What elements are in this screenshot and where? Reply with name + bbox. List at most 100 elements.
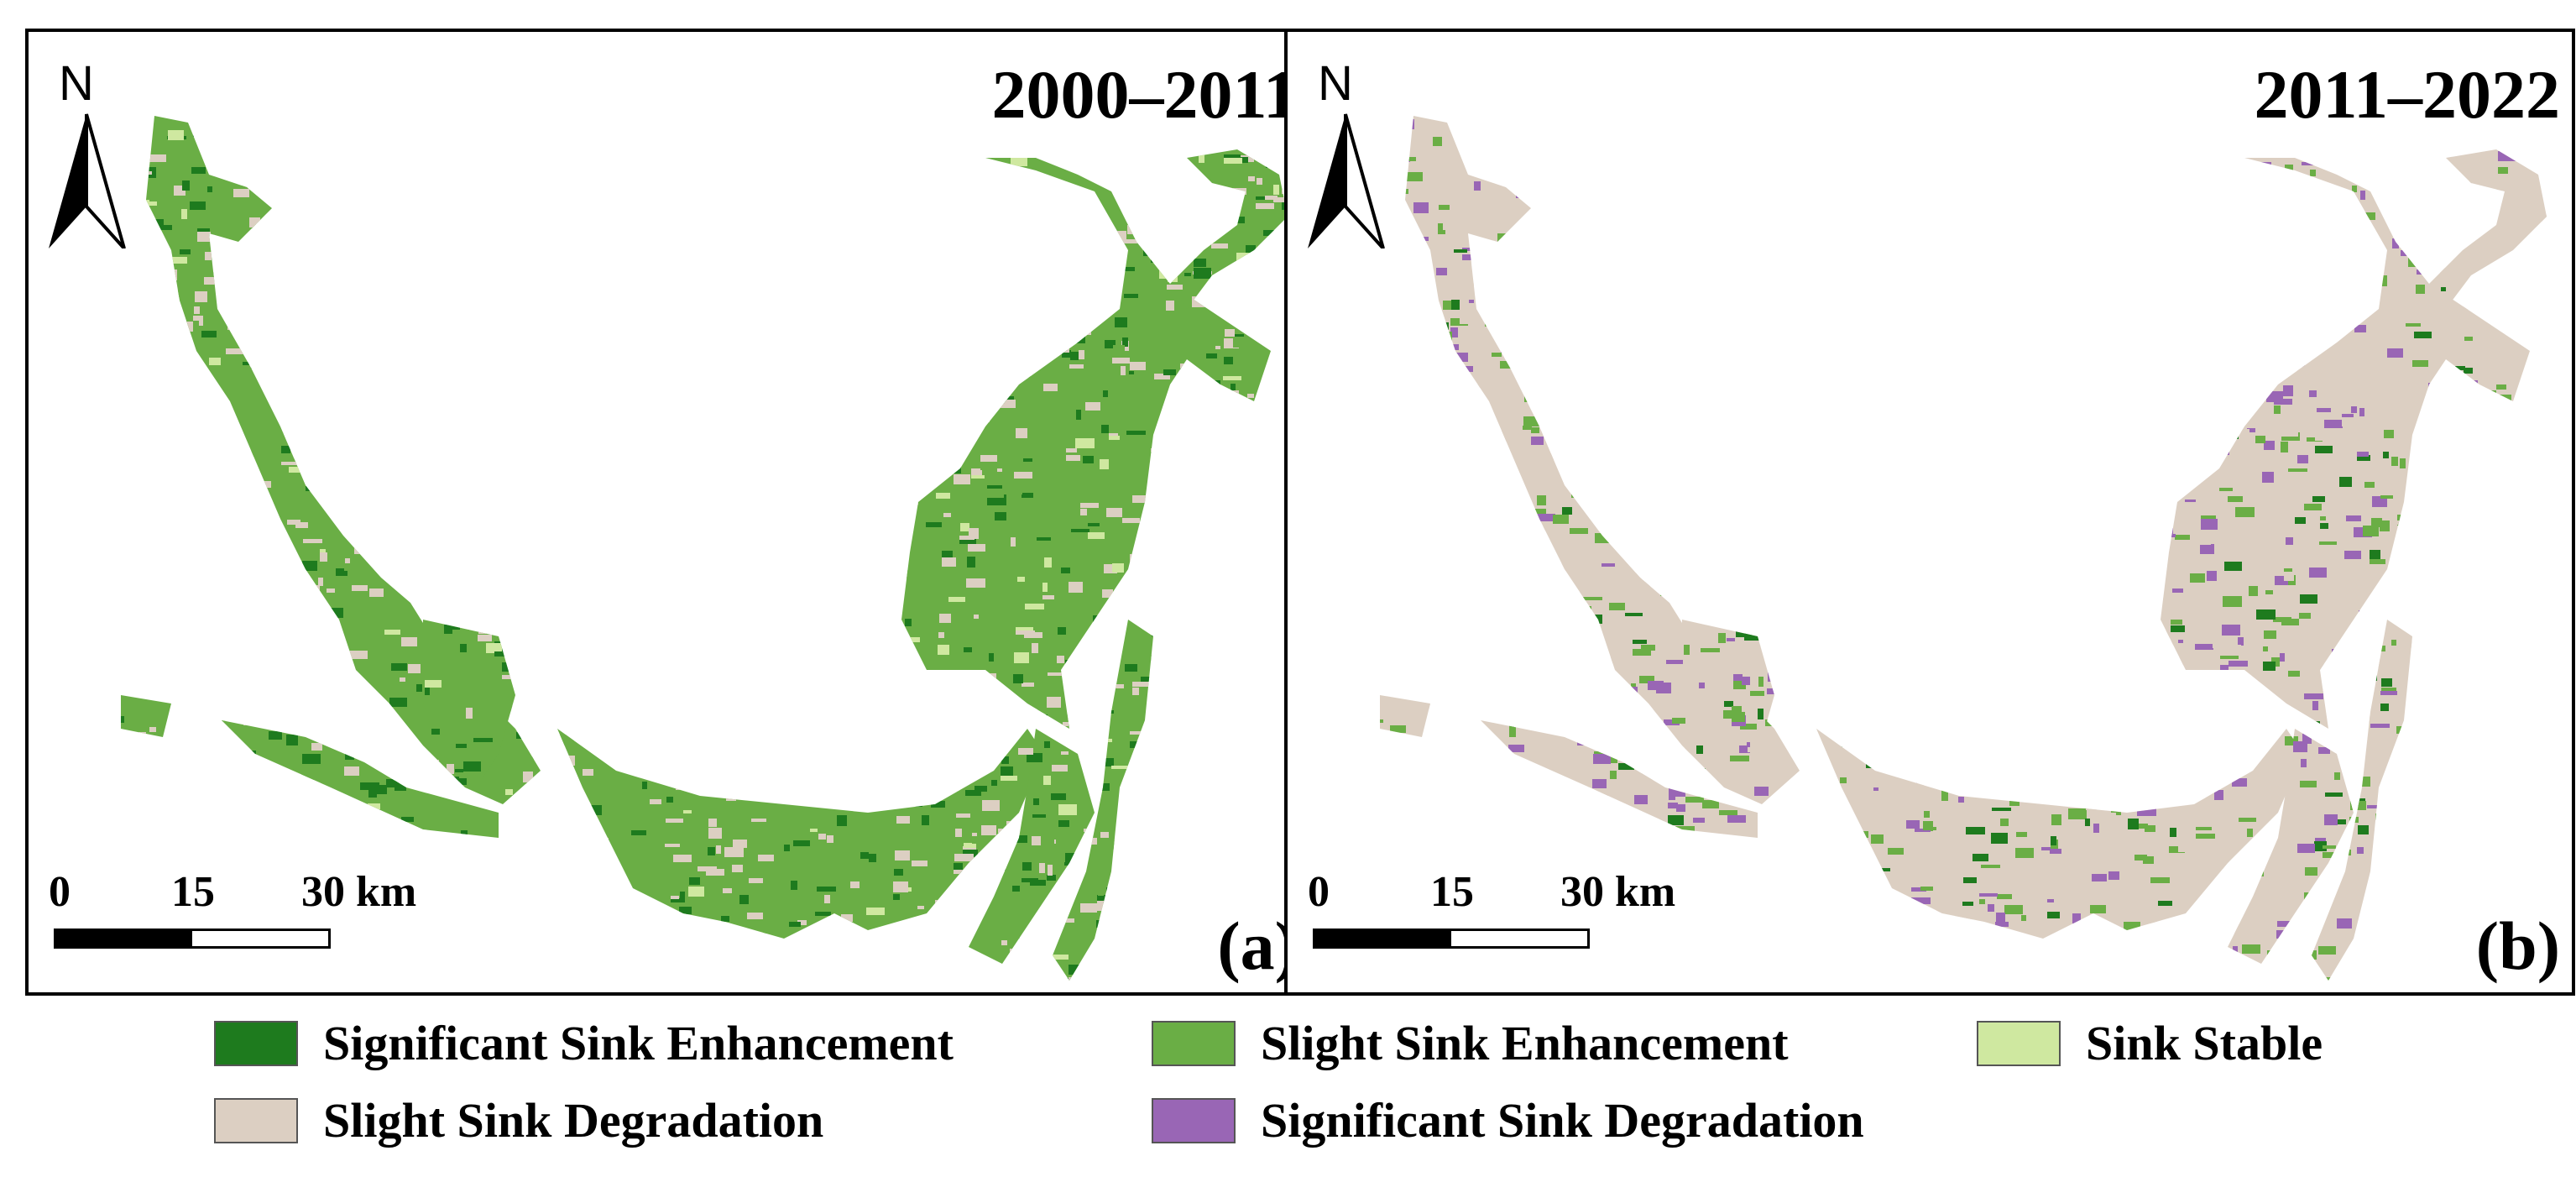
raster-cell [2004, 535, 2009, 541]
raster-cell [1470, 468, 1481, 472]
raster-cell [567, 933, 586, 938]
raster-cell [635, 183, 653, 193]
raster-cell [2533, 323, 2547, 330]
raster-cell [1403, 640, 1419, 648]
raster-cell [460, 258, 476, 266]
raster-cell [1171, 194, 1188, 197]
raster-cell [455, 371, 467, 379]
raster-cell [708, 442, 716, 446]
raster-cell [1962, 902, 1973, 906]
raster-cell [751, 819, 766, 822]
raster-cell [2360, 191, 2365, 200]
raster-cell [1163, 972, 1180, 976]
raster-cell [2528, 448, 2547, 459]
raster-cell [949, 183, 962, 188]
raster-cell [1097, 901, 1109, 911]
raster-cell [599, 981, 604, 986]
raster-cell [1293, 590, 1309, 599]
raster-cell [1054, 908, 1063, 916]
raster-cell [2495, 404, 2515, 415]
raster-cell [807, 325, 813, 335]
raster-cell [1791, 722, 1796, 732]
raster-cell [970, 99, 983, 106]
raster-cell [2050, 261, 2064, 272]
raster-cell [1434, 498, 1452, 508]
raster-cell [2363, 526, 2379, 536]
raster-cell [620, 303, 640, 306]
raster-cell [148, 777, 165, 780]
raster-cell [1247, 786, 1262, 792]
raster-cell [354, 544, 365, 554]
raster-cell [1022, 862, 1032, 871]
raster-cell [2014, 705, 2024, 714]
raster-cell [2068, 808, 2087, 819]
raster-cell [2301, 759, 2307, 767]
raster-cell [2406, 516, 2423, 520]
raster-cell [833, 688, 844, 693]
raster-cell [970, 102, 985, 110]
raster-cell [239, 816, 255, 823]
raster-cell [562, 871, 567, 882]
raster-cell [2067, 87, 2084, 97]
raster-cell [1141, 677, 1156, 682]
raster-cell [2346, 515, 2361, 521]
raster-cell [1341, 278, 1347, 288]
raster-cell [720, 948, 729, 955]
raster-cell [1595, 726, 1613, 736]
raster-cell [332, 87, 337, 91]
raster-cell [488, 419, 500, 428]
raster-cell [1663, 337, 1675, 343]
raster-cell [222, 63, 239, 74]
raster-cell [1438, 223, 1443, 234]
raster-cell [756, 311, 765, 320]
scale-bar: 0 15 30 km [49, 865, 416, 974]
raster-cell [1906, 627, 1917, 636]
raster-cell [1159, 270, 1170, 279]
raster-cell [222, 623, 239, 628]
raster-cell [1232, 546, 1240, 552]
raster-cell [2484, 862, 2501, 869]
raster-cell [421, 948, 432, 952]
raster-cell [2455, 366, 2465, 370]
raster-cell [1517, 364, 1528, 374]
raster-cell [1620, 545, 1636, 552]
raster-cell [2530, 411, 2546, 419]
raster-cell [2179, 37, 2193, 42]
raster-cell [1315, 291, 1334, 295]
raster-cell [1082, 281, 1100, 286]
raster-cell [604, 884, 621, 894]
raster-cell [255, 848, 268, 857]
raster-cell [1233, 337, 1246, 348]
raster-cell [718, 410, 723, 421]
raster-cell [2437, 188, 2455, 196]
raster-cell [121, 613, 139, 622]
raster-cell [907, 385, 920, 389]
raster-cell [594, 123, 608, 128]
raster-cell [1471, 54, 1476, 58]
raster-cell [1213, 399, 1229, 410]
raster-cell [674, 641, 679, 650]
raster-cell [516, 530, 531, 533]
raster-cell [2046, 348, 2059, 352]
raster-cell [550, 357, 565, 361]
raster-cell [295, 522, 308, 528]
raster-cell [2280, 858, 2293, 861]
raster-cell [2324, 420, 2343, 428]
raster-cell [233, 189, 249, 197]
raster-cell [2351, 777, 2370, 787]
raster-cell [471, 602, 485, 606]
raster-cell [1204, 991, 1221, 996]
raster-cell [2288, 671, 2300, 677]
raster-cell [1918, 557, 1937, 562]
raster-cell [1032, 50, 1038, 55]
raster-cell [1074, 258, 1082, 264]
raster-cell [1039, 863, 1045, 873]
raster-cell [2093, 637, 2099, 641]
raster-cell [2191, 545, 2208, 554]
raster-cell [621, 94, 630, 101]
raster-cell [713, 520, 728, 530]
raster-cell [2547, 993, 2554, 996]
raster-cell [2359, 35, 2364, 39]
raster-cell [1407, 347, 1417, 350]
raster-cell [431, 729, 440, 735]
